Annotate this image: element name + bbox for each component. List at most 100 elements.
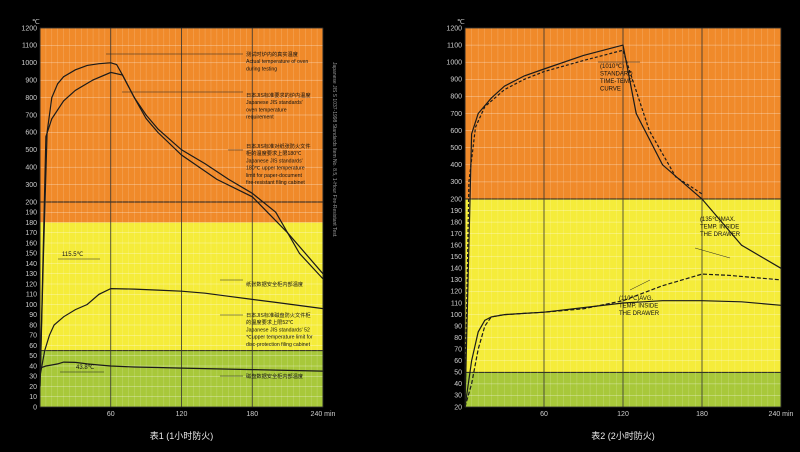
y-tick-label: 400	[25, 165, 37, 172]
series-line-3	[39, 287, 324, 377]
y-tick-label: 20	[454, 404, 462, 411]
y-tick-label: 500	[25, 147, 37, 154]
chart-1: 0 10 20 30 40 50 60 70 80 90 100 110 120 130 140 150 160…	[21, 19, 337, 441]
label-max: THE DRAWER	[700, 232, 741, 238]
side-reference-text: Japanese JIS S 1037-1998 Standards Item …	[331, 62, 337, 238]
y-tick-label: 800	[450, 94, 462, 101]
annotation-a2: Japanese JIS standards'	[246, 100, 303, 106]
y-tick-label: 10	[29, 394, 37, 401]
y-tick-label: 1200	[21, 25, 37, 32]
x-tick-label: 120	[617, 411, 629, 418]
label-standard: STANDARD	[600, 72, 633, 78]
peak-callout: 115.5℃	[62, 252, 84, 258]
x-tick-label: 60	[107, 411, 115, 418]
label-standard: TIME-TEMP	[600, 79, 633, 85]
series-line-3	[464, 273, 782, 408]
series-line-4	[39, 361, 324, 372]
y-tick-label: 110	[26, 292, 37, 299]
y-tick-label: 40	[29, 363, 37, 370]
annotation-a3: fire-resistant filing cabinet	[246, 180, 305, 186]
y-tick-label: 1100	[22, 43, 37, 50]
y-tick-label: 190	[25, 210, 37, 217]
label-avg: TEMP. INSIDE	[619, 304, 658, 310]
y-tick-label: 160	[25, 240, 37, 247]
annotation-a5: ℃upper temperature limit for	[246, 335, 313, 341]
y-tick-label: 20	[29, 384, 37, 391]
y-tick-label: 100	[25, 302, 37, 309]
x-tick-label: 240 min	[311, 411, 336, 418]
annotation-a5: Japanese JIS standards' 52	[246, 327, 310, 333]
y-tick-label: 400	[450, 162, 462, 169]
y-tick-label: 150	[25, 251, 37, 258]
y-tick-label: 900	[450, 77, 462, 84]
annotation-a5: 的温度要求上限52℃	[246, 318, 293, 326]
annotation-a4: 纸张数据安全柜内部温度	[246, 280, 303, 288]
y-tick-label: 50	[29, 353, 37, 360]
y-tick-label: 120	[25, 281, 37, 288]
chart-2: 20 30 40 50 60 70 80 90 100 110 120 130 140 150 160 170…	[446, 19, 793, 441]
annotation-a1: 测试时炉内的真实温度	[246, 50, 298, 58]
leader-line	[694, 247, 731, 259]
x-tick-label: 240 min	[769, 411, 794, 418]
y-tick-label: 300	[450, 179, 462, 186]
series-line-4	[464, 300, 782, 408]
annotation-a2: 日本JIS标准要求的炉内温度	[246, 91, 311, 99]
y-tick-label: 70	[454, 347, 462, 354]
chart-caption: 表2 (2小时防火)	[591, 430, 655, 441]
y-tick-label: 70	[29, 333, 37, 340]
y-tick-label: 140	[450, 266, 462, 273]
y-tick-label: 30	[454, 393, 462, 400]
y-tick-label: 800	[25, 95, 37, 102]
y-tick-label: 100	[450, 312, 462, 319]
y-tick-label: 700	[450, 111, 462, 118]
y-tick-label: 160	[450, 243, 462, 250]
y-tick-label: 1000	[446, 60, 462, 67]
y-tick-label: 600	[25, 130, 37, 137]
y-tick-label: 300	[25, 182, 37, 189]
x-tick-label: 120	[176, 411, 188, 418]
y-tick-label: 60	[454, 358, 462, 365]
leader-line	[629, 279, 651, 291]
y-unit-label: ℃	[32, 19, 40, 26]
label-standard: CURVE	[600, 87, 621, 93]
label-max: TEMP. INSIDE	[700, 225, 739, 231]
label-standard: (1010℃)	[600, 64, 624, 70]
annotation-a2: requirement	[246, 115, 274, 121]
y-tick-label: 1100	[447, 42, 462, 49]
y-unit-label: ℃	[457, 19, 465, 26]
annotation-a5: disc-protection filing cabinet	[246, 342, 311, 348]
y-tick-label: 60	[29, 343, 37, 350]
plot-frame	[39, 27, 324, 408]
x-tick-label: 180	[246, 411, 258, 418]
y-tick-label: 120	[450, 289, 462, 296]
y-tick-label: 200	[25, 199, 37, 206]
y-tick-label: 130	[450, 277, 462, 284]
y-tick-label: 90	[29, 312, 37, 319]
annotation-a5: 日本JIS标准磁盘防火文件柜	[246, 311, 311, 319]
y-tick-label: 700	[25, 112, 37, 119]
disk-peak-callout: 43.8℃	[76, 365, 95, 371]
annotation-a3: Japanese JIS standards'	[246, 158, 303, 164]
label-avg: (110℃)AVG.	[619, 296, 654, 302]
label-avg: THE DRAWER	[619, 311, 660, 317]
series-line-1	[464, 44, 782, 408]
y-tick-label: 900	[25, 78, 37, 85]
plot-frame	[464, 27, 782, 408]
y-tick-label: 500	[450, 145, 462, 152]
label-max: (135℃)MAX.	[700, 217, 736, 223]
x-tick-label: 180	[696, 411, 708, 418]
series-line-1	[39, 62, 324, 387]
y-tick-label: 30	[29, 374, 37, 381]
annotation-a2: oven temperature	[246, 107, 287, 113]
y-tick-label: 80	[454, 335, 462, 342]
annotation-a1: during testing	[246, 66, 277, 72]
y-tick-label: 40	[454, 381, 462, 388]
annotation-a3: 日本JIS标准对纸张防火文件	[246, 142, 311, 150]
annotation-a6: 磁盘数据安全柜内部温度	[246, 372, 303, 380]
y-tick-label: 200	[450, 196, 462, 203]
y-tick-label: 80	[29, 322, 37, 329]
annotation-a1: Actual temperature of oven	[246, 59, 308, 65]
series-line-2	[39, 71, 324, 387]
y-tick-label: 190	[450, 208, 462, 215]
y-tick-label: 90	[454, 323, 462, 330]
